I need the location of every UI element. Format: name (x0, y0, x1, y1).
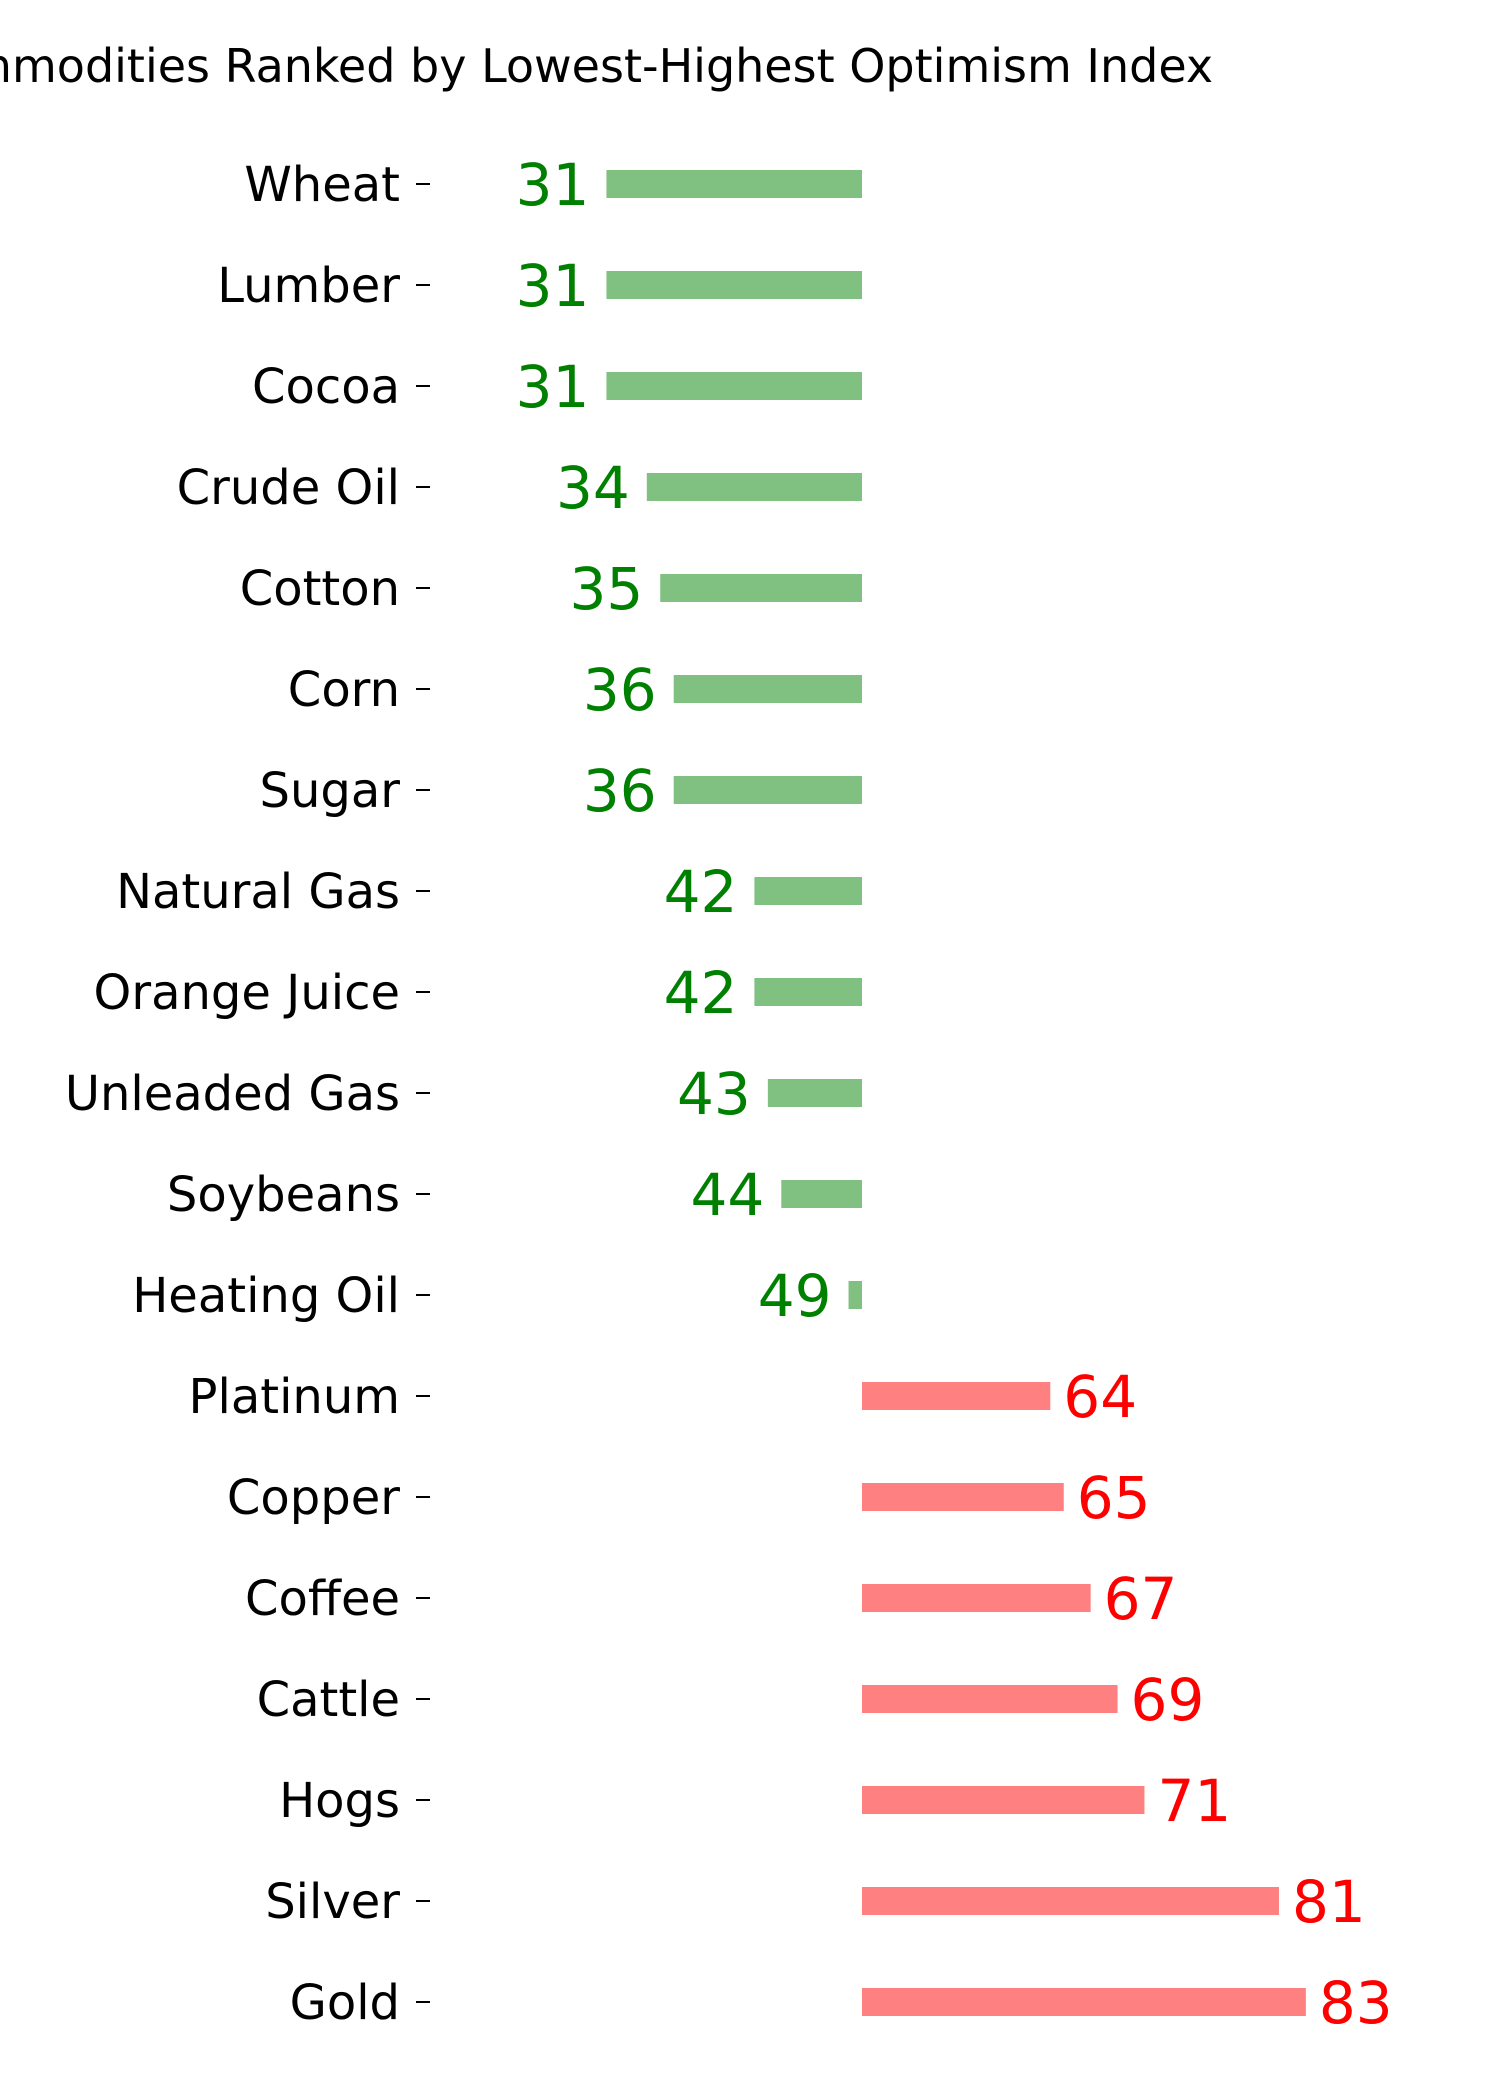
bar-coffee (862, 1584, 1091, 1612)
y-tick-label-copper: Copper (227, 1470, 400, 1526)
y-tick-label-unleaded-gas: Unleaded Gas (65, 1066, 400, 1122)
bar-cattle (862, 1685, 1118, 1713)
bar-gold (862, 1988, 1306, 2016)
value-label-cattle: 69 (1131, 1666, 1205, 1734)
y-tick-label-soybeans: Soybeans (167, 1167, 400, 1223)
bar-soybeans (781, 1180, 862, 1208)
y-tick-label-cattle: Cattle (257, 1672, 400, 1728)
value-label-cocoa: 31 (516, 353, 590, 421)
y-tick-label-wheat: Wheat (244, 157, 400, 213)
y-tick-label-natural-gas: Natural Gas (116, 864, 400, 920)
value-label-silver: 81 (1292, 1868, 1366, 1936)
chart-title: Commodities Ranked by Lowest-Highest Opt… (0, 39, 1213, 93)
bar-corn (673, 675, 862, 703)
bar-lumber (606, 271, 862, 299)
bar-unleaded-gas (767, 1079, 862, 1107)
bar-natural-gas (754, 877, 862, 905)
value-label-platinum: 64 (1063, 1363, 1137, 1431)
bar-crude-oil (646, 473, 862, 501)
y-tick-label-platinum: Platinum (189, 1369, 400, 1425)
bar-cotton (660, 574, 862, 602)
bar-heating-oil (848, 1281, 862, 1309)
bar-copper (862, 1483, 1064, 1511)
y-tick-label-gold: Gold (290, 1975, 400, 2031)
value-label-lumber: 31 (516, 252, 590, 320)
value-label-soybeans: 44 (690, 1161, 764, 1229)
value-label-gold: 83 (1319, 1969, 1393, 2037)
value-label-crude-oil: 34 (556, 454, 630, 522)
value-label-wheat: 31 (516, 151, 590, 219)
y-tick-label-lumber: Lumber (217, 258, 400, 314)
value-label-corn: 36 (583, 656, 657, 724)
bar-platinum (862, 1382, 1051, 1410)
value-label-natural-gas: 42 (664, 858, 738, 926)
bar-hogs (862, 1786, 1145, 1814)
value-label-orange-juice: 42 (664, 959, 738, 1027)
y-tick-label-sugar: Sugar (259, 763, 400, 819)
y-tick-label-corn: Corn (288, 662, 400, 718)
y-tick-label-orange-juice: Orange Juice (94, 965, 400, 1021)
bar-cocoa (606, 372, 862, 400)
value-label-cotton: 35 (569, 555, 643, 623)
y-tick-label-hogs: Hogs (279, 1773, 400, 1829)
value-label-copper: 65 (1077, 1464, 1151, 1532)
value-label-unleaded-gas: 43 (677, 1060, 751, 1128)
bar-orange-juice (754, 978, 862, 1006)
y-tick-label-cocoa: Cocoa (252, 359, 400, 415)
value-label-hogs: 71 (1157, 1767, 1231, 1835)
y-tick-label-silver: Silver (265, 1874, 400, 1930)
y-tick-label-cotton: Cotton (240, 561, 400, 617)
bar-wheat (606, 170, 862, 198)
value-label-coffee: 67 (1104, 1565, 1178, 1633)
bar-sugar (673, 776, 862, 804)
bars-layer: Wheat 31 Lumber 31 Cocoa 31 Crude Oil 34 Cotton 3… (65, 151, 1393, 2037)
bar-silver (862, 1887, 1279, 1915)
y-tick-label-crude-oil: Crude Oil (177, 460, 400, 516)
y-tick-label-heating-oil: Heating Oil (132, 1268, 400, 1324)
value-label-heating-oil: 49 (758, 1262, 832, 1330)
value-label-sugar: 36 (583, 757, 657, 825)
y-tick-label-coffee: Coffee (245, 1571, 400, 1627)
